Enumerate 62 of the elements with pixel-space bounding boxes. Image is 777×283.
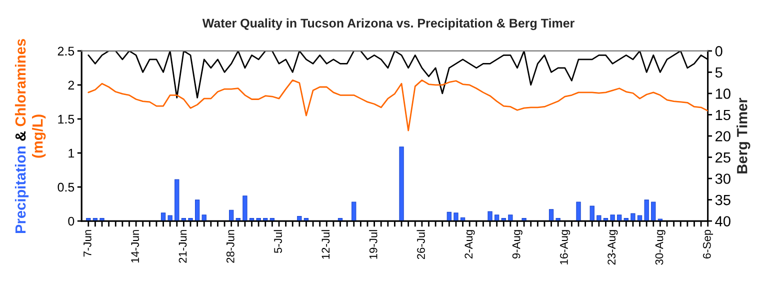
bar — [454, 212, 458, 222]
bar — [590, 206, 594, 222]
bar — [229, 210, 234, 222]
y2-tick-label: 30 — [715, 174, 730, 184]
bar — [644, 200, 649, 222]
bar — [174, 179, 180, 222]
bar — [508, 214, 513, 222]
y2-tick-label: 5 — [715, 67, 722, 78]
bar — [188, 218, 193, 222]
y2-axis-title: Berg Timer — [736, 98, 750, 174]
bar — [494, 214, 500, 222]
x-tick-label: 12-Jul — [321, 230, 330, 259]
bar — [488, 211, 492, 222]
x-tick-label: 21-Jun — [178, 230, 187, 263]
bar — [522, 218, 526, 222]
chart-title: Water Quality in Tucson Arizona vs. Precipitation & Berg Timer — [202, 18, 574, 30]
bar — [86, 218, 91, 222]
y2-tick-label: 35 — [715, 194, 730, 206]
bar — [651, 202, 656, 222]
x-tick-label: 16-Aug — [560, 230, 570, 264]
bar — [168, 215, 172, 222]
bar — [446, 212, 452, 222]
bar — [576, 202, 581, 222]
x-tick-label: 9-Aug — [512, 230, 522, 258]
x-tick-label: 28-Jun — [226, 230, 234, 263]
bar — [556, 218, 560, 222]
x-tick-label: 26-Jul — [416, 230, 425, 260]
y-tick-label: 0.5 — [58, 182, 74, 192]
bar — [617, 214, 622, 222]
bar — [256, 218, 261, 222]
x-tick-label: 6-Sep — [702, 230, 714, 258]
y2-tick-label: 10 — [716, 88, 730, 99]
bar — [100, 218, 104, 222]
x-tick-label: 30-Aug — [655, 230, 666, 265]
y2-tick-label: 25 — [716, 152, 730, 163]
bar — [160, 212, 166, 222]
y-tick-label: 1 — [68, 148, 74, 158]
x-tick-label: 2-Aug — [464, 230, 475, 258]
line-series — [88, 80, 708, 132]
x-tick-label: 23-Aug — [608, 230, 618, 265]
bar — [548, 209, 554, 222]
bar — [202, 214, 206, 222]
x-tick-label: 14-Jun — [131, 230, 140, 262]
x-tick-label: 7-Jun — [84, 230, 92, 257]
y2-tick-label: 15 — [716, 110, 730, 120]
bar — [242, 196, 248, 222]
bar — [352, 202, 356, 222]
bar — [297, 216, 302, 222]
x-tick-label: 5-Jul — [274, 230, 282, 253]
y-tick-label: 2 — [68, 80, 74, 90]
y2-tick-label: 40 — [715, 216, 730, 226]
bar — [630, 213, 636, 222]
bar — [596, 215, 602, 222]
y2-tick-label: 0 — [715, 46, 722, 56]
bar — [194, 200, 200, 222]
y2-tick-label: 20 — [716, 131, 730, 142]
bar — [610, 214, 615, 222]
y-tick-label: 2.5 — [58, 46, 74, 56]
y-tick-label: 1.5 — [58, 114, 74, 124]
y-tick-label: 0 — [68, 216, 74, 226]
x-tick-label: 19-Jul — [369, 230, 378, 259]
bar — [399, 146, 404, 222]
